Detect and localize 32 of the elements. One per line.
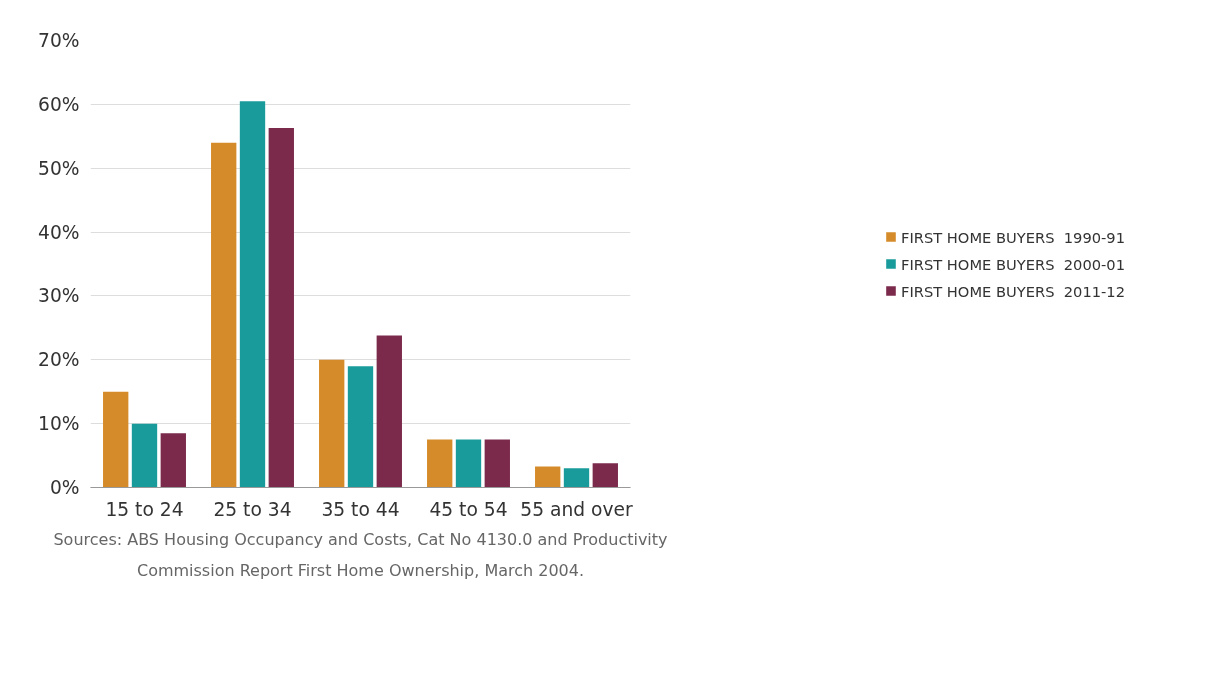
y-tick-label: 0% xyxy=(49,477,80,498)
x-tick-label: 55 and over xyxy=(520,498,633,520)
y-tick-label: 10% xyxy=(38,413,80,435)
bar xyxy=(239,101,266,488)
y-tick-label: 60% xyxy=(38,93,80,115)
bar xyxy=(455,439,482,488)
x-tick-label: 45 to 54 xyxy=(429,498,508,520)
source-note: Sources: ABS Housing Occupancy and Costs, Cat No 4130.0 and Productivity Commission Report First Home Ownership, March 2004. xyxy=(53,529,668,580)
legend-label: FIRST HOME BUYERS 2011-12 xyxy=(900,282,1126,299)
x-tick-label: 35 to 44 xyxy=(321,498,400,520)
x-tick-label: 25 to 34 xyxy=(213,498,292,520)
legend-label: FIRST HOME BUYERS 2000-01 xyxy=(900,255,1126,272)
bar xyxy=(484,439,510,488)
bar xyxy=(211,142,237,488)
legend-label: FIRST HOME BUYERS 1990-91 xyxy=(900,228,1126,245)
bar xyxy=(535,466,561,488)
bar xyxy=(427,439,453,488)
y-tick-label: 40% xyxy=(38,221,80,243)
bar xyxy=(592,463,618,488)
bar xyxy=(268,127,294,488)
bar xyxy=(319,359,345,488)
bar xyxy=(376,335,402,488)
y-tick-label: 70% xyxy=(38,30,80,51)
bar xyxy=(160,433,186,488)
y-tick-label: 50% xyxy=(38,157,80,179)
bar xyxy=(103,391,129,488)
x-tick-label: 15 to 24 xyxy=(105,498,184,520)
y-tick-label: 20% xyxy=(38,349,80,371)
y-tick-label: 30% xyxy=(38,285,80,307)
bar xyxy=(347,366,374,488)
bar xyxy=(131,423,158,488)
bar xyxy=(563,468,590,488)
